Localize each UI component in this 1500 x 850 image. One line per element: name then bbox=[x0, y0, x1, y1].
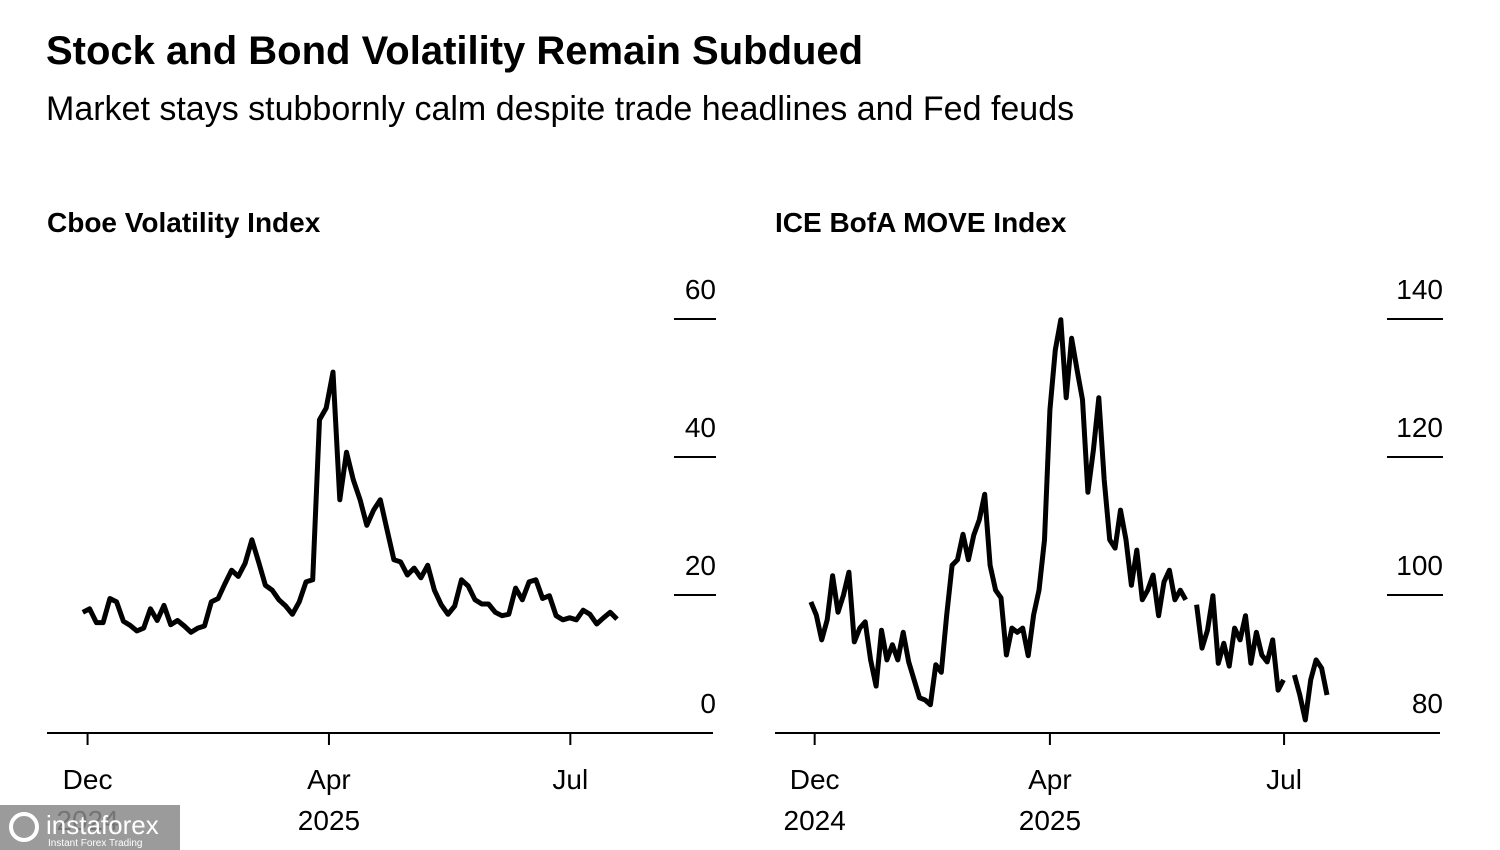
x-tick-label: Jul bbox=[552, 764, 588, 795]
y-tick-label: 0 bbox=[700, 688, 716, 719]
watermark: instaforex Instant Forex Trading bbox=[0, 805, 180, 850]
watermark-tagline: Instant Forex Trading bbox=[48, 838, 143, 849]
subtitle: Market stays stubbornly calm despite tra… bbox=[46, 90, 1074, 128]
watermark-box bbox=[0, 805, 180, 850]
watermark-brand: instaforex bbox=[46, 810, 159, 840]
y-tick-label: 120 bbox=[1396, 412, 1443, 443]
y-tick-label: 80 bbox=[1412, 688, 1443, 719]
x-tick-label: Apr 2025 bbox=[1019, 764, 1081, 836]
y-tick-label: 60 bbox=[685, 274, 716, 305]
x-tick-label: Apr 2025 bbox=[298, 764, 360, 836]
y-tick-label: 100 bbox=[1396, 550, 1443, 581]
y-tick-label: 20 bbox=[685, 550, 716, 581]
series-line bbox=[81, 369, 619, 635]
x-tick-label: Jul bbox=[1266, 764, 1302, 795]
y-tick-label: 40 bbox=[685, 412, 716, 443]
series-line bbox=[808, 317, 1330, 723]
y-tick-label: 140 bbox=[1396, 274, 1443, 305]
title: Stock and Bond Volatility Remain Subdued bbox=[46, 29, 863, 73]
chart-title: ICE BofA MOVE Index bbox=[775, 207, 1067, 238]
chart-title: Cboe Volatility Index bbox=[47, 207, 321, 238]
watermark-logo bbox=[9, 812, 39, 842]
